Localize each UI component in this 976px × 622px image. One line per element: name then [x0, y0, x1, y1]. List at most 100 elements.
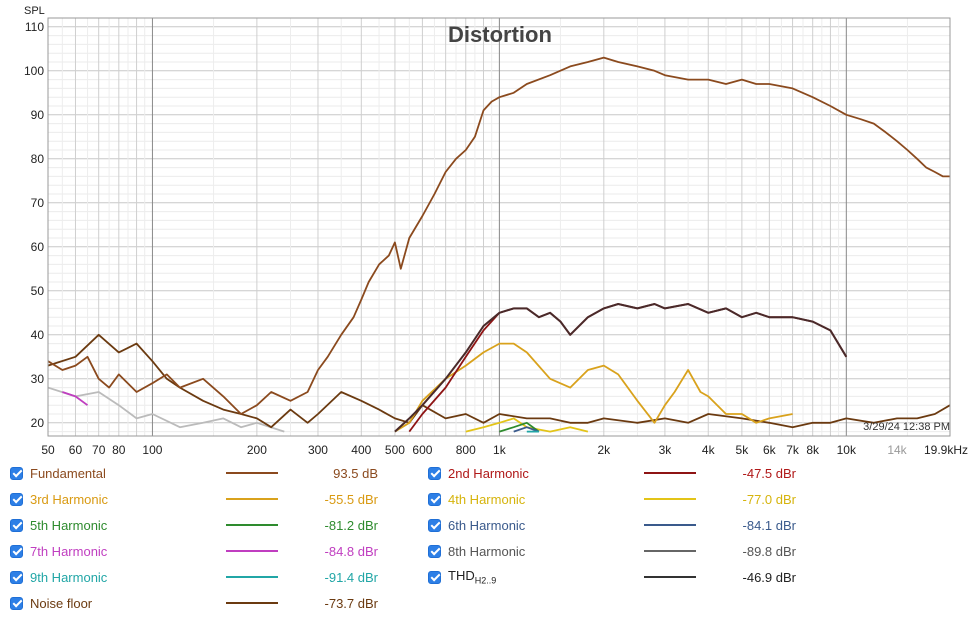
legend-item-h7: 7th Harmonic -84.8 dBr	[10, 538, 410, 564]
legend-value: -77.0 dBr	[742, 491, 796, 507]
legend-swatch	[644, 472, 696, 474]
legend-label: 8th Harmonic	[448, 543, 526, 559]
series-fundamental	[48, 56, 950, 415]
y-tick-label: 70	[31, 196, 45, 210]
legend-value: -81.2 dBr	[324, 517, 378, 533]
chart-series	[48, 56, 950, 433]
series-thd	[394, 303, 848, 433]
legend-label: 3rd Harmonic	[30, 491, 109, 507]
legend-item-h9: 9th Harmonic -91.4 dBr	[10, 564, 410, 590]
legend-label: 6th Harmonic	[448, 517, 526, 533]
legend-checkbox-h5[interactable]	[10, 518, 23, 532]
legend-swatch	[644, 550, 696, 552]
legend-label: 2nd Harmonic	[448, 465, 529, 481]
x-tick-label: 200	[247, 443, 267, 457]
legend-value: -84.1 dBr	[742, 517, 796, 533]
legend-label: 5th Harmonic	[30, 517, 108, 533]
legend-checkbox-h8[interactable]	[428, 544, 441, 558]
legend-label: THDH2..9	[448, 568, 497, 586]
legend-swatch	[644, 524, 696, 526]
x-tick-label: 14k	[887, 443, 907, 457]
y-tick-label: 110	[25, 20, 44, 34]
legend: Fundamental 93.5 dB 2nd Harmonic -47.5 dBr 3…	[0, 460, 976, 622]
legend-value: -55.5 dBr	[324, 491, 378, 507]
series-6th-harmonic	[513, 426, 540, 433]
legend-swatch	[226, 472, 278, 474]
x-tick-label: 100	[142, 443, 162, 457]
legend-item-fundamental: Fundamental 93.5 dB	[10, 460, 410, 486]
x-tick-label: 300	[308, 443, 328, 457]
legend-label: 9th Harmonic	[30, 569, 108, 585]
y-tick-label: 20	[31, 416, 45, 430]
x-tick-label: 70	[92, 443, 106, 457]
x-tick-label: 5k	[736, 443, 750, 457]
legend-label: 7th Harmonic	[30, 543, 108, 559]
legend-value: -89.8 dBr	[742, 543, 796, 559]
legend-checkbox-fundamental[interactable]	[10, 466, 23, 480]
chart-title: Distortion	[448, 22, 552, 47]
legend-item-h8: 8th Harmonic -89.8 dBr	[428, 538, 828, 564]
legend-item-h4: 4th Harmonic -77.0 dBr	[428, 486, 828, 512]
x-tick-label: 4k	[702, 443, 716, 457]
legend-value: -47.5 dBr	[742, 465, 796, 481]
x-tick-label: 80	[112, 443, 126, 457]
legend-item-h6: 6th Harmonic -84.1 dBr	[428, 512, 828, 538]
chart-grid	[47, 17, 950, 436]
legend-label: Noise floor	[30, 595, 93, 611]
legend-swatch	[644, 576, 696, 578]
series-4th-harmonic	[465, 417, 589, 433]
legend-value: -73.7 dBr	[324, 595, 378, 611]
legend-value: 93.5 dB	[333, 465, 378, 481]
y-tick-label: 50	[31, 284, 45, 298]
legend-item-h5: 5th Harmonic -81.2 dBr	[10, 512, 410, 538]
legend-checkbox-thd[interactable]	[428, 570, 441, 584]
legend-item-noise: Noise floor -73.7 dBr	[10, 590, 410, 616]
legend-checkbox-noise[interactable]	[10, 596, 23, 610]
legend-swatch	[226, 602, 278, 604]
legend-item-h2: 2nd Harmonic -47.5 dBr	[428, 460, 828, 486]
x-tick-label: 10k	[837, 443, 857, 457]
y-tick-label: 60	[31, 240, 45, 254]
series-5th-harmonic	[499, 421, 540, 433]
y-tick-label: 40	[31, 328, 45, 342]
legend-checkbox-h4[interactable]	[428, 492, 441, 506]
x-tick-label: 8k	[806, 443, 820, 457]
legend-label: Fundamental	[30, 465, 106, 481]
y-tick-label: 100	[24, 64, 44, 78]
legend-checkbox-h3[interactable]	[10, 492, 23, 506]
legend-value: -91.4 dBr	[324, 569, 378, 585]
series-7th-harmonic	[62, 391, 89, 406]
series-8th-harmonic	[48, 386, 285, 433]
plot-frame	[47, 17, 951, 437]
y-tick-label: 30	[31, 372, 45, 386]
legend-value: -46.9 dBr	[742, 569, 796, 585]
x-tick-label: 19.9kHz	[924, 443, 968, 457]
legend-swatch	[226, 550, 278, 552]
x-tick-label: 500	[385, 443, 405, 457]
legend-item-thd: THDH2..9 -46.9 dBr	[428, 564, 828, 590]
x-tick-label: 6k	[763, 443, 777, 457]
legend-swatch	[226, 524, 278, 526]
x-tick-label: 60	[69, 443, 83, 457]
x-tick-label: 1k	[493, 443, 507, 457]
x-tick-label: 600	[412, 443, 432, 457]
legend-swatch	[226, 498, 278, 500]
legend-value: -84.8 dBr	[324, 543, 378, 559]
x-tick-label: 400	[351, 443, 371, 457]
x-tick-label: 3k	[659, 443, 673, 457]
legend-label: 4th Harmonic	[448, 491, 526, 507]
series-3rd-harmonic	[394, 342, 793, 433]
legend-checkbox-h7[interactable]	[10, 544, 23, 558]
distortion-chart: 20 30 40 50 60 70 80 90 100 110 50 60 70 80 100 200 300 4…	[24, 5, 968, 457]
legend-swatch	[226, 576, 278, 578]
legend-checkbox-h9[interactable]	[10, 570, 23, 584]
y-tick-label: 90	[31, 108, 45, 122]
x-tick-label: 50	[41, 443, 55, 457]
y-axis-label: SPL	[24, 5, 45, 17]
x-tick-label: 800	[456, 443, 476, 457]
chart-axes: 20 30 40 50 60 70 80 90 100 110 50 60 70 80 100 200 300 4…	[24, 20, 968, 457]
x-tick-label: 2k	[597, 443, 611, 457]
legend-item-h3: 3rd Harmonic -55.5 dBr	[10, 486, 410, 512]
legend-checkbox-h2[interactable]	[428, 466, 441, 480]
legend-checkbox-h6[interactable]	[428, 518, 441, 532]
